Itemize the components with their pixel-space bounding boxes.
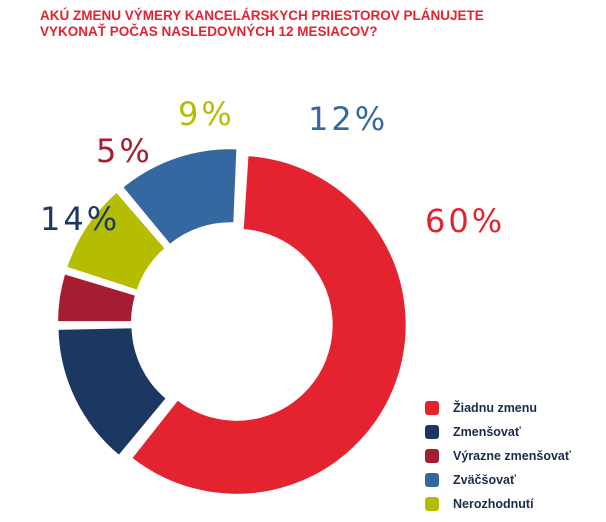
slice-zväčšovať (120, 147, 239, 247)
legend-swatch (425, 425, 439, 439)
slice-label: 5% (96, 132, 153, 170)
legend-label: Zväčšovať (453, 473, 516, 487)
slice-label: 14% (40, 200, 120, 238)
legend-swatch (425, 401, 439, 415)
legend-item-zmensovat: Zmenšovať (425, 420, 571, 444)
legend-item-vyrazne-zmensovat: Výrazne zmenšovať (425, 444, 571, 468)
slice-label: 9% (178, 95, 235, 133)
legend-label: Žiadnu zmenu (453, 401, 538, 415)
chart-title: AKÚ ZMENU VÝMERY KANCELÁRSKYCH PRIESTORO… (40, 8, 600, 40)
slice-žiadnu-zmenu (129, 154, 408, 496)
legend-label: Nerozhodnutí (453, 497, 534, 511)
chart-title-line-1: AKÚ ZMENU VÝMERY KANCELÁRSKYCH PRIESTORO… (40, 8, 484, 23)
slice-label: 12% (308, 100, 388, 138)
legend-item-zvacsovat: Zväčšovať (425, 468, 571, 492)
slice-výrazne-zmenšovať (56, 272, 138, 324)
slice-zmenšovať (56, 326, 169, 458)
legend-item-nerozhodnuti: Nerozhodnutí (425, 492, 571, 516)
legend: Žiadnu zmenu Zmenšovať Výrazne zmenšovať… (425, 396, 571, 516)
slice-label: 60% (425, 202, 505, 240)
legend-label: Zmenšovať (453, 425, 521, 439)
legend-swatch (425, 473, 439, 487)
slice-nerozhodnutí (64, 190, 168, 293)
chart-title-line-2: VYKONAŤ POČAS NASLEDOVNÝCH 12 MESIACOV? (40, 24, 378, 39)
legend-swatch (425, 449, 439, 463)
legend-item-ziadnu-zmenu: Žiadnu zmenu (425, 396, 571, 420)
legend-label: Výrazne zmenšovať (453, 449, 571, 463)
legend-swatch (425, 497, 439, 511)
